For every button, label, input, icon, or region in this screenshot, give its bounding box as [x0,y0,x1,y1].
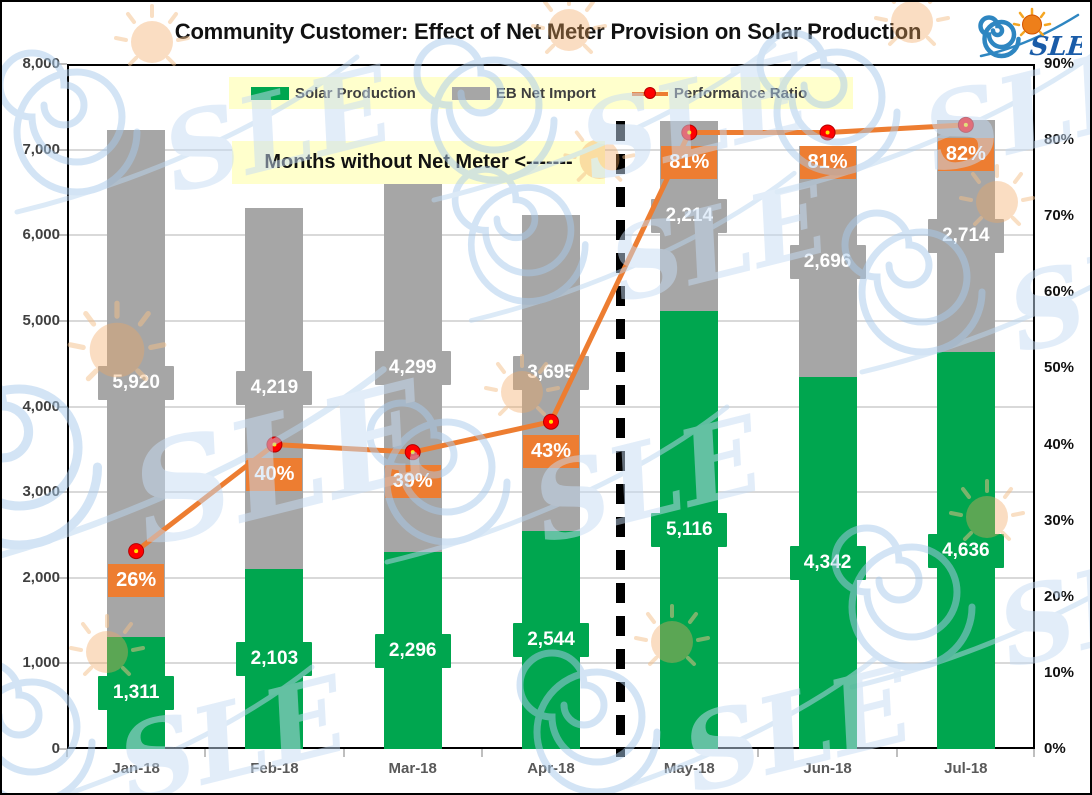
left-axis-label: 4,000 [22,397,60,415]
x-axis-tick [1033,749,1035,757]
x-axis-tick [342,749,345,757]
eb-net-import-swatch [451,86,490,100]
left-axis-label: 0 [51,740,60,757]
legend-label: Solar Production [295,85,416,102]
legend-label: EB Net Import [495,84,596,102]
left-axis-label: 6,000 [22,226,60,244]
right-axis-label: 0% [1044,740,1066,757]
left-axis-tick [58,234,67,237]
right-axis-label: 70% [1044,207,1075,225]
month-label: Jul-18 [944,760,988,777]
legend: Solar Production EB Net Import Performan… [229,77,853,109]
left-axis-label: 8,000 [22,55,60,72]
solar-production-value-label: 4,342 [789,546,866,581]
annotation-text: Months without Net Meter <------- [264,151,573,173]
left-axis-label: 3,000 [22,483,60,501]
performance-value-label: 81% [661,145,718,179]
month-label: Apr-18 [527,760,575,777]
logo-text: SLE [1028,32,1082,61]
right-axis-label: 40% [1044,435,1075,453]
performance-ratio-marker-icon [631,86,668,100]
legend-item-performance-ratio: Performance Ratio [631,85,807,102]
right-axis-label: 10% [1044,664,1090,681]
x-axis-tick [66,749,68,757]
performance-value-label: 81% [799,145,856,179]
month-label: Feb-18 [205,760,343,777]
x-axis-tick [895,749,898,757]
performance-value-label: 82% [937,137,994,171]
right-axis-label: 60% [1044,283,1090,300]
solar-production-value-label: 5,116 [651,512,728,547]
performance-value-label: 26% [108,564,165,598]
performance-value-label: 43% [523,434,579,468]
net-meter-divider [615,121,625,757]
eb-net-import-value-label: 5,920 [98,366,175,401]
x-axis-tick [204,749,207,757]
left-axis-label: 5,000 [22,311,60,329]
solar-production-value-label: 2,296 [374,633,451,668]
solar-production-value-label: 1,311 [98,675,175,710]
right-axis-label: 80% [1044,131,1090,148]
left-axis-label: 2,000 [22,568,60,586]
eb-net-import-value-label: 4,219 [236,371,313,406]
month-label: Jun-18 [758,760,896,777]
right-axis-label: 50% [1044,359,1090,376]
eb-net-import-value-label: 2,214 [651,199,728,234]
eb-net-import-value-label: 4,299 [374,351,451,386]
eb-net-import-value-label: 3,695 [513,355,589,390]
sun-icon [1012,7,1052,37]
chart-title: Community Customer: Effect of Net Meter … [174,19,922,44]
month-label: Mar-18 [388,760,437,777]
legend-item-solar-production: Solar Production [251,85,416,102]
left-axis-label: 1,000 [22,654,60,672]
annotation-box: Months without Net Meter <------- [232,141,605,184]
solar-production-value-label: 2,544 [513,623,589,658]
legend-label: Performance Ratio [674,85,807,102]
left-axis-label: 7,000 [22,140,60,158]
x-axis-tick [480,749,483,757]
eb-net-import-value-label: 2,714 [927,218,1004,253]
right-axis-label: 20% [1044,588,1090,605]
legend-item-eb-net-import: EB Net Import [451,84,596,102]
right-axis-label: 30% [1044,511,1075,529]
eb-net-import-value-label: 2,696 [789,244,866,279]
sle-logo: SLE [978,7,1082,61]
performance-value-label: 39% [384,465,441,499]
month-label: May-18 [620,760,758,777]
performance-value-label: 40% [246,457,303,491]
x-axis-tick [757,749,760,757]
solar-production-value-label: 4,636 [927,533,1004,568]
solar-production-swatch [251,86,289,100]
month-label: Jan-18 [67,760,205,777]
solar-production-value-label: 2,103 [236,641,313,676]
